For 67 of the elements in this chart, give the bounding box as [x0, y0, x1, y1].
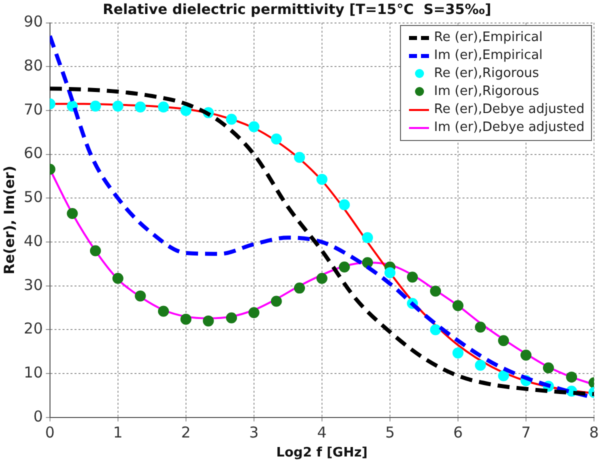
y-tick-label: 40	[24, 232, 43, 250]
point	[384, 267, 396, 278]
point	[226, 114, 237, 125]
x-tick-label: 8	[589, 423, 599, 442]
x-tick-label: 1	[113, 423, 123, 442]
x-tick-label: 5	[385, 423, 395, 442]
legend-label: Im (er),Empirical	[434, 46, 543, 65]
point	[180, 104, 192, 116]
point	[362, 232, 374, 244]
x-tick-label: 0	[45, 423, 55, 442]
point	[316, 174, 328, 185]
point	[158, 306, 169, 317]
y-tick-label: 20	[24, 320, 43, 338]
y-tick-label: 30	[24, 276, 43, 294]
point	[270, 296, 282, 307]
point	[406, 272, 418, 283]
point	[112, 272, 124, 284]
x-tick-label: 7	[521, 423, 531, 442]
y-tick-label: 10	[24, 363, 43, 382]
point	[66, 208, 78, 220]
x-axis-title: Log2 f [GHz]	[276, 446, 368, 461]
point	[520, 350, 532, 361]
point	[498, 335, 510, 346]
x-tick-label: 4	[317, 423, 327, 442]
point	[362, 257, 374, 268]
y-tick-label: 70	[24, 100, 43, 118]
point	[474, 360, 486, 371]
legend-label: Im (er),Debye adjusted	[434, 118, 585, 137]
point	[542, 362, 554, 374]
point	[498, 370, 510, 382]
point	[134, 290, 146, 302]
y-tick-label: 60	[24, 144, 43, 162]
point	[248, 121, 260, 132]
x-tick-label: 2	[181, 423, 191, 442]
point	[158, 101, 169, 112]
point	[430, 324, 442, 336]
point	[452, 300, 464, 312]
y-axis-title: Re(er), Im(er)	[2, 166, 18, 274]
point	[180, 314, 192, 325]
x-tick-label: 6	[453, 423, 463, 442]
point	[248, 307, 260, 318]
point	[294, 282, 305, 294]
y-tick-label: 0	[33, 407, 43, 426]
legend-label: Im (er),Rigorous	[434, 82, 540, 101]
point	[566, 372, 578, 383]
legend-label: Re (er),Empirical	[434, 28, 543, 47]
x-tick-label: 3	[249, 423, 259, 442]
legend-label: Re (er),Debye adjusted	[434, 100, 584, 119]
point	[270, 133, 282, 144]
point	[430, 286, 442, 297]
point	[134, 101, 146, 112]
point	[316, 272, 328, 284]
legend-label: Re (er),Rigorous	[434, 64, 540, 83]
point	[90, 100, 101, 112]
y-tick-label: 90	[24, 12, 43, 31]
y-tick-label: 80	[24, 56, 43, 75]
point	[294, 152, 305, 163]
point	[452, 347, 464, 358]
point	[338, 262, 350, 273]
point	[90, 245, 101, 256]
point	[112, 100, 124, 112]
y-tick-label: 50	[24, 188, 43, 206]
point	[226, 312, 237, 324]
point	[338, 199, 350, 210]
point	[202, 315, 214, 326]
chart-title: Relative dielectric permittivity [T=15°C S=35‰]	[102, 2, 492, 18]
point	[474, 322, 486, 333]
